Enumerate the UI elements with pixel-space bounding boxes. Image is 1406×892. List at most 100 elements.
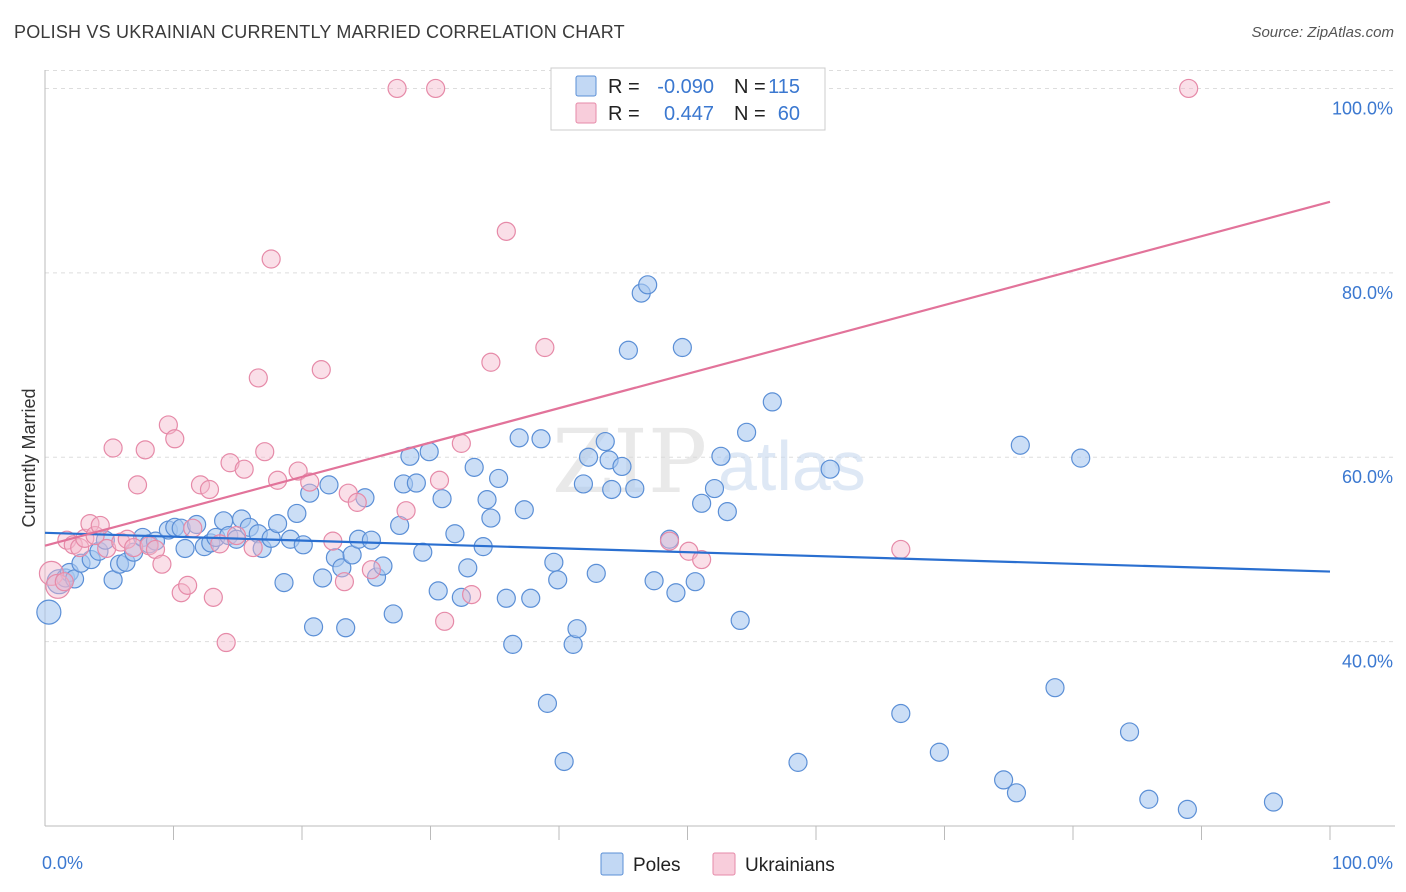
poles-point	[618, 340, 638, 360]
poles-point	[554, 751, 574, 772]
poles-point	[361, 530, 381, 550]
poles-point	[929, 742, 949, 762]
ukrainians-point	[311, 360, 331, 380]
series-legend-label-poles: Poles	[633, 855, 681, 876]
legend-r-value-poles: -0.090	[657, 76, 714, 98]
poles-point	[319, 475, 339, 495]
poles-point	[704, 478, 725, 499]
ukrainians-point	[220, 453, 240, 473]
legend-swatch-ukrainians	[575, 102, 597, 124]
ukrainians-point	[426, 78, 446, 99]
poles-point	[274, 573, 294, 593]
ukrainians-point	[103, 438, 123, 458]
ukrainians-point	[152, 554, 172, 574]
series-legend-swatch-ukrainians	[712, 852, 736, 876]
poles-point	[187, 514, 207, 535]
ukrainians-point	[396, 501, 416, 521]
series-legend-label-ukrainians: Ukrainians	[745, 855, 835, 876]
poles-point	[300, 483, 320, 503]
ukrainians-point	[288, 461, 308, 481]
ukrainians-point	[178, 575, 198, 595]
ukrainians-point	[70, 537, 90, 558]
poles-point	[537, 693, 558, 713]
ukrainians-point	[203, 587, 223, 607]
y-tick-label: 80.0%	[1342, 283, 1393, 303]
ukrainians-point	[226, 525, 247, 546]
poles-point	[717, 502, 737, 522]
y-tick-label: 60.0%	[1342, 467, 1393, 487]
poles-point	[413, 542, 433, 562]
ukrainians-point	[45, 573, 71, 599]
ukrainians-point	[234, 459, 254, 479]
poles-point	[373, 556, 393, 576]
poles-point	[1263, 792, 1284, 812]
poles-point	[567, 619, 587, 639]
ukrainians-point	[659, 531, 680, 551]
poles-point	[36, 599, 62, 625]
poles-point	[464, 457, 484, 477]
ukrainians-point	[165, 429, 185, 449]
poles-point	[737, 422, 757, 442]
ukrainians-point	[462, 584, 482, 605]
poles-point	[481, 508, 501, 528]
poles-point	[595, 431, 615, 452]
poles-point	[496, 588, 516, 608]
poles-point	[458, 558, 478, 578]
poles-point	[287, 503, 307, 524]
axes-layer	[44, 70, 1395, 840]
ukrainians-point	[124, 537, 144, 558]
ukrainians-point	[535, 337, 555, 358]
legend-r-label-poles: R =	[608, 76, 640, 98]
ukrainians-point	[481, 352, 501, 372]
poles-point	[312, 568, 333, 588]
poles-point	[548, 570, 568, 590]
trend-lines	[44, 200, 1331, 573]
poles-point	[788, 752, 808, 772]
poles-point	[531, 429, 551, 449]
poles-point	[666, 583, 686, 603]
poles-point	[383, 604, 403, 624]
poles-point	[578, 447, 599, 467]
ukrainians-point	[97, 538, 117, 559]
poles-point	[573, 474, 594, 494]
poles-point	[994, 770, 1014, 790]
poles-point	[762, 392, 782, 412]
legend-swatch-poles	[575, 75, 597, 97]
poles-point	[477, 490, 497, 510]
x-tick-label-max: 100.0%	[1332, 853, 1393, 873]
poles-point	[602, 479, 622, 500]
ukrainians-point	[190, 475, 211, 495]
poles-point	[1006, 783, 1027, 803]
legend-n-value-ukrainians: 60	[778, 103, 800, 125]
poles-point	[428, 581, 448, 601]
ukrainians-point	[183, 518, 203, 538]
y-axis-title: Currently Married	[19, 388, 39, 527]
stats-legend-box	[550, 67, 826, 131]
ukrainians-point	[127, 475, 148, 495]
ukrainians-point	[387, 78, 407, 99]
poles-point	[730, 610, 750, 631]
ukrainians-point	[135, 440, 155, 460]
poles-trend-line	[44, 531, 1331, 573]
poles-point	[563, 634, 583, 654]
legend-n-label-ukrainians: N =	[734, 103, 766, 125]
poles-point	[303, 617, 324, 637]
ukrainians-point	[171, 583, 191, 603]
ukrainians-point	[216, 632, 236, 653]
poles-point	[267, 513, 288, 534]
legend-n-label-poles: N =	[734, 76, 766, 98]
poles-point	[586, 563, 606, 583]
poles-point	[891, 703, 911, 724]
poles-point	[820, 459, 840, 479]
legend-r-value-ukrainians: 0.447	[664, 103, 714, 125]
ukrainians-point	[243, 537, 263, 558]
poles-point	[521, 588, 541, 608]
ukrainians-point	[334, 572, 355, 592]
poles-point	[293, 535, 313, 555]
y-tick-label: 40.0%	[1342, 652, 1393, 672]
poles-point	[406, 473, 426, 493]
ukrainians-point	[692, 549, 712, 570]
poles-point	[336, 618, 356, 638]
ukrainians-point	[347, 492, 367, 512]
